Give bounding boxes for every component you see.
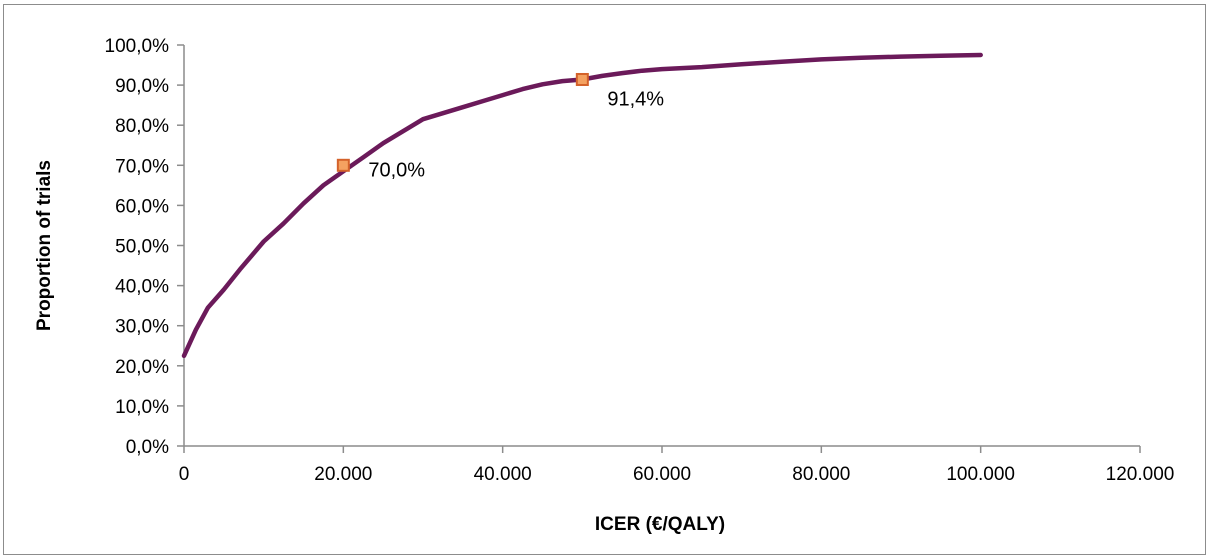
data-point-marker xyxy=(575,72,589,86)
x-tick-label: 40.000 xyxy=(474,464,532,485)
y-axis-title: Proportion of trials xyxy=(34,160,55,331)
x-tick-label: 0 xyxy=(179,464,190,485)
series-line xyxy=(181,52,983,359)
y-tick-label: 50,0% xyxy=(115,237,169,258)
y-tick-label: 40,0% xyxy=(115,277,169,298)
x-axis-ticks: 0 20.000 40.000 60.000 80.000 100.000 120.000 xyxy=(179,446,1175,485)
y-tick-label: 0,0% xyxy=(126,437,169,458)
y-tick-label: 80,0% xyxy=(115,116,169,137)
series-group xyxy=(181,52,983,359)
data-label: 91,4% xyxy=(607,88,664,110)
y-tick-label: 60,0% xyxy=(115,196,169,217)
y-tick-label: 30,0% xyxy=(115,317,169,338)
chart-frame xyxy=(3,4,1206,555)
y-tick-label: 70,0% xyxy=(115,156,169,177)
x-tick-label: 120.000 xyxy=(1106,464,1175,485)
y-tick-label: 100,0% xyxy=(105,36,170,57)
x-axis-title: ICER (€/QALY) xyxy=(595,514,725,535)
y-tick-label: 10,0% xyxy=(115,397,169,418)
marker-group: 70,0% 91,4% xyxy=(336,72,664,181)
y-tick-label: 20,0% xyxy=(115,357,169,378)
y-axis-ticks: 0,0% 10,0% 20,0% 30,0% 40,0% 50,0% 60,0% 70,0% 8… xyxy=(105,36,184,458)
y-tick-label: 90,0% xyxy=(115,76,169,97)
x-tick-label: 80.000 xyxy=(792,464,850,485)
x-tick-label: 100.000 xyxy=(946,464,1015,485)
x-tick-label: 20.000 xyxy=(314,464,372,485)
x-tick-label: 60.000 xyxy=(633,464,691,485)
data-point-marker xyxy=(336,158,350,172)
data-label: 70,0% xyxy=(368,159,425,181)
